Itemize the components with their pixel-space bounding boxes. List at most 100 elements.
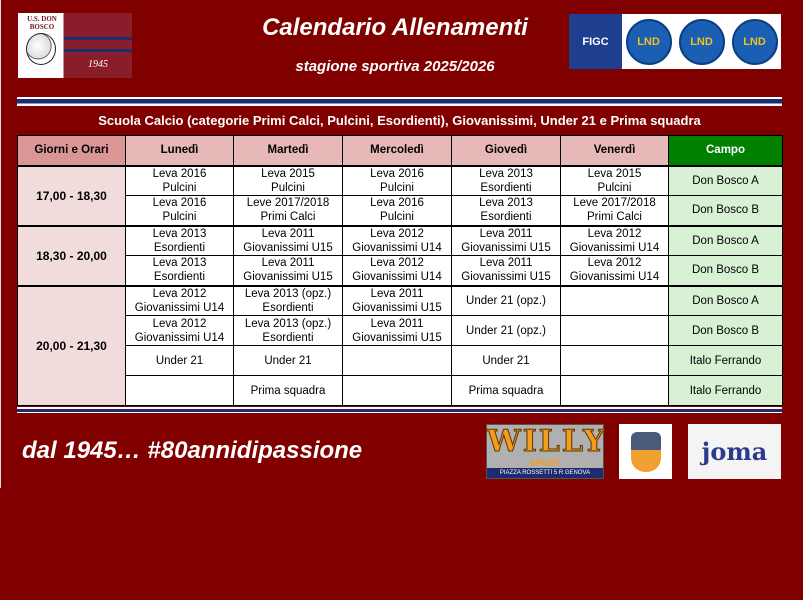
table-row: 17,00 - 18,30 Leva 2016 Pulcini Leva 2015 Pu…: [17, 164, 783, 226]
session-cell: Leva 2013 Esordienti: [451, 195, 561, 226]
table-header-row: Giorni e Orari Lunedì Martedì Mercoledì Giov…: [17, 135, 783, 166]
session-cell: Leva 2012 Giovanissimi U14: [125, 284, 234, 316]
session-cell: Leva 2013 (opz.) Esordienti: [233, 284, 343, 316]
session-year: Leva 2011: [479, 227, 533, 240]
session-cell: Leve 2017/2018 Primi Calci: [560, 195, 669, 226]
session-cell: Leva 2013 Esordienti: [125, 224, 234, 256]
badge-label: FIGC: [582, 35, 609, 48]
table-row: Under 21 Under 21 Under 21 Italo Ferrando: [18, 345, 783, 376]
session-year: Leva 2012: [587, 257, 642, 270]
frame: [0, 0, 1, 488]
session-cell: Leva 2016 Pulcini: [342, 164, 452, 196]
session-category: Giovanissimi U14: [352, 271, 442, 284]
session-year: Under 21: [264, 354, 312, 367]
session-category: Giovanissimi U15: [461, 241, 551, 254]
page-title: Calendario Allenamenti: [262, 14, 528, 41]
session-category: Giovanissimi U15: [352, 301, 442, 314]
session-cell: Leva 2012 Giovanissimi U14: [342, 255, 452, 286]
session-year: Leva 2011: [261, 257, 315, 270]
session-year: Leva 2011: [370, 317, 424, 330]
session-cell: [125, 375, 234, 406]
table-row: Leva 2012 Giovanissimi U14 Leva 2013 (opz.…: [18, 315, 783, 346]
session-category: Giovanissimi U14: [569, 271, 660, 284]
session-cell: Leva 2012 Giovanissimi U14: [342, 224, 452, 256]
sponsor-willy-sport-logo: WILLY SPORT PIAZZA ROSSETTI 5 R GENOVA: [486, 424, 607, 479]
session-category: Giovanissimi U15: [243, 241, 333, 254]
session-year: Under 21: [482, 354, 530, 367]
session-cell: Under 21 (opz.): [451, 315, 561, 346]
logo-stripe: [64, 37, 132, 40]
campo-cell: Don Bosco B: [668, 195, 783, 226]
column-header: Martedì: [233, 135, 343, 166]
session-year: Leva 2012: [370, 227, 424, 240]
session-cell: Leva 2013 (opz.) Esordienti: [233, 315, 343, 346]
table-row: 20,00 - 21,30 Leva 2012 Giovanissimi U14 Le…: [17, 284, 783, 406]
session-cell: Under 21: [125, 345, 234, 376]
session-cell: Leva 2012 Giovanissimi U14: [125, 315, 234, 346]
campo-cell: Don Bosco A: [668, 284, 783, 316]
session-cell: Leva 2011 Giovanissimi U15: [451, 224, 561, 256]
session-year: Prima squadra: [250, 384, 326, 397]
session-cell: Prima squadra: [233, 375, 343, 406]
session-cell: [342, 345, 452, 376]
lnd-genova-badge: LND: [728, 14, 781, 69]
session-category: Esordienti: [262, 331, 314, 344]
campo-cell: Don Bosco A: [668, 224, 783, 256]
sponsor-mascot-logo: [619, 424, 672, 479]
divider: [17, 407, 782, 413]
club-logo: U.S. DON BOSCO 1945: [18, 13, 132, 78]
lnd-liguria-badge: LND: [675, 14, 728, 69]
soccer-ball-icon: [26, 33, 56, 65]
session-category: Giovanissimi U14: [569, 241, 660, 254]
divider: [17, 97, 782, 106]
figc-badge: FIGC: [569, 14, 622, 69]
session-year: Leva 2013 (opz.): [244, 317, 332, 330]
session-category: Giovanissimi U14: [352, 241, 442, 254]
session-year: Leva 2015: [261, 167, 315, 180]
session-category: Giovanissimi U15: [243, 271, 333, 284]
slogan: dal 1945… #80annidipassione: [22, 437, 363, 464]
session-category: Pulcini: [271, 181, 305, 194]
sponsor-name: WILLY: [487, 424, 607, 459]
time-slot: 18,30 - 20,00: [17, 224, 126, 286]
column-header: Giorni e Orari: [17, 135, 126, 166]
session-year: Under 21: [155, 354, 204, 367]
session-cell: [342, 375, 452, 406]
session-cell: Leva 2013 Esordienti: [125, 255, 234, 286]
session-year: Leva 2016: [152, 167, 207, 180]
session-year: Leva 2013: [152, 257, 207, 270]
lnd-badge: LND: [622, 14, 675, 69]
session-year: Leva 2013: [152, 227, 207, 240]
session-cell: Leva 2013 Esordienti: [451, 164, 561, 196]
session-cell: Under 21: [233, 345, 343, 376]
badge-label: LND: [637, 35, 660, 48]
session-category: Esordienti: [262, 301, 314, 314]
session-category: Giovanissimi U14: [134, 301, 225, 314]
session-year: Leve 2017/2018: [246, 197, 330, 210]
session-cell: [560, 315, 669, 346]
page-subtitle: stagione sportiva 2025/2026: [295, 58, 495, 75]
section-title: Scuola Calcio (categorie Primi Calci, Pu…: [98, 113, 701, 128]
club-logo-year: 1945: [88, 59, 108, 70]
session-year: Under 21 (opz.): [466, 324, 546, 337]
session-year: Leva 2016: [152, 197, 207, 210]
session-year: Leva 2013 (opz.): [244, 287, 332, 300]
time-slot: 20,00 - 21,30: [17, 284, 126, 406]
club-logo-text: U.S. DON BOSCO: [27, 15, 57, 31]
session-cell: Leva 2016 Pulcini: [125, 164, 234, 196]
session-cell: Leva 2015 Pulcini: [560, 164, 669, 196]
table-row: Leva 2013 Esordienti Leva 2011 Giovanissimi…: [18, 255, 783, 286]
session-cell: Leva 2015 Pulcini: [233, 164, 343, 196]
session-category: Pulcini: [380, 211, 414, 224]
session-cell: Leva 2011 Giovanissimi U15: [233, 255, 343, 286]
sponsor-joma-logo: JOMA: [688, 424, 781, 479]
sponsor-sub: SPORT: [529, 458, 561, 468]
mascot-icon: [630, 431, 661, 472]
session-cell: Leva 2011 Giovanissimi U15: [233, 224, 343, 256]
session-year: Leva 2013: [479, 197, 533, 210]
session-cell: Leva 2016 Pulcini: [342, 195, 452, 226]
session-cell: Under 21 (opz.): [451, 284, 561, 316]
column-header: Venerdì: [560, 135, 669, 166]
session-category: Pulcini: [162, 211, 197, 224]
campo-cell: Don Bosco B: [668, 315, 783, 346]
